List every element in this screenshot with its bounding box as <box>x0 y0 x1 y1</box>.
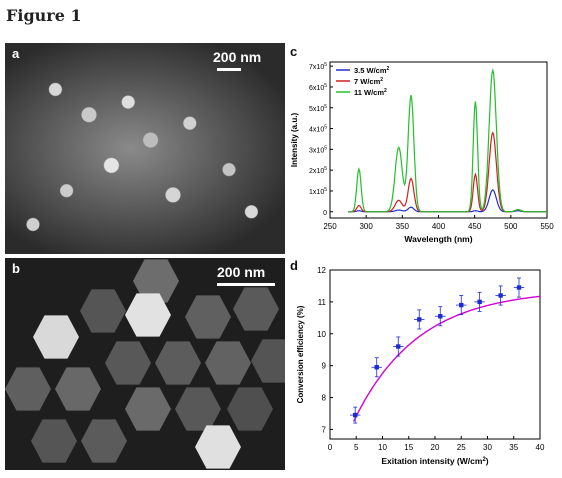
y-tick-label: 1x105 <box>309 187 327 196</box>
data-point <box>459 302 464 308</box>
plot-frame <box>329 269 541 440</box>
x-tick-label: 20 <box>431 443 440 452</box>
legend-entry: 7 W/cm2 <box>354 77 383 86</box>
y-tick-label: 10 <box>317 330 326 339</box>
x-tick-label: 10 <box>378 443 387 452</box>
nanocrystal <box>5 367 51 411</box>
tem-image-panel-b: b 200 nm <box>5 258 285 470</box>
nanocrystal <box>205 341 251 385</box>
x-tick-label: 5 <box>354 443 359 452</box>
nanocrystal <box>105 341 151 385</box>
y-tick-label: 6x105 <box>309 83 327 92</box>
x-axis-label: Wavelength (nm) <box>404 234 472 244</box>
x-tick-label: 500 <box>504 222 518 231</box>
nanocrystal <box>125 293 171 337</box>
data-point <box>353 412 358 418</box>
y-tick-label: 8 <box>322 394 327 403</box>
data-point <box>438 314 443 319</box>
x-tick-label: 15 <box>404 443 413 452</box>
y-tick-label: 3x105 <box>309 145 327 154</box>
nanocrystal <box>233 287 279 331</box>
y-tick-label: 7x105 <box>309 62 327 71</box>
x-tick-label: 40 <box>536 443 545 452</box>
data-point <box>516 285 522 290</box>
panel-letter-d: d <box>290 258 298 273</box>
nanocrystal <box>185 295 231 339</box>
panel-letter-c: c <box>290 44 298 59</box>
data-point <box>417 317 422 322</box>
y-tick-label: 4x105 <box>309 125 327 134</box>
y-tick-label: 11 <box>318 298 327 307</box>
x-tick-label: 35 <box>509 443 518 452</box>
scale-bar-a <box>217 68 241 71</box>
y-tick-label: 2x105 <box>309 166 327 175</box>
spectrum-line-series <box>348 131 547 213</box>
y-tick-label: 7 <box>322 425 327 434</box>
x-tick-label: 350 <box>396 222 410 231</box>
spectrum-line-series <box>348 67 547 213</box>
scale-bar-b <box>217 283 275 286</box>
legend-entry: 3.5 W/cm2 <box>354 66 390 75</box>
fit-curve <box>352 295 541 422</box>
panel-letter-a: a <box>12 46 20 61</box>
nanocrystal <box>80 289 126 333</box>
x-tick-label: 0 <box>328 443 333 452</box>
nanocrystal <box>31 419 77 463</box>
data-point <box>396 344 401 349</box>
y-tick-label: 9 <box>322 362 327 371</box>
x-tick-label: 450 <box>468 222 482 231</box>
y-tick-label: 0 <box>323 210 327 217</box>
data-point <box>498 293 503 298</box>
x-tick-label: 300 <box>359 222 373 231</box>
panel-letter-b: b <box>12 261 20 276</box>
nanocrystal <box>125 387 171 431</box>
nanocrystal <box>175 387 221 431</box>
legend-entry: 11 W/cm2 <box>354 88 387 97</box>
nanocrystal <box>33 315 79 359</box>
nanocrystal <box>155 341 201 385</box>
y-axis-label: Intensity (a.u.) <box>290 113 299 168</box>
scale-label-b: 200 nm <box>217 264 266 280</box>
x-tick-label: 400 <box>432 222 446 231</box>
nanocrystal <box>81 419 127 463</box>
x-axis-label: Exitation intensity (W/cm2) <box>381 456 488 466</box>
scale-label-a: 200 nm <box>213 49 262 65</box>
spectrum-line-series <box>348 189 547 213</box>
x-tick-label: 30 <box>483 443 492 452</box>
emission-spectra-chart: 250 300 350 400 450 500 550 0 1x105 2x105 3x105 4x1… <box>290 61 554 244</box>
nanocrystal <box>55 367 101 411</box>
sem-image-panel-a: a 200 nm <box>5 43 285 254</box>
y-tick-label: 5x105 <box>309 104 327 113</box>
y-axis-label: Conversion efficiency (%) <box>296 305 305 403</box>
nanocrystal <box>195 425 241 469</box>
y-tick-label: 12 <box>317 266 326 275</box>
x-tick-label: 550 <box>540 222 554 231</box>
x-tick-label: 250 <box>323 222 337 231</box>
figure-title: Figure 1 <box>6 6 82 25</box>
nanocrystal <box>227 387 273 431</box>
data-point <box>374 365 379 370</box>
data-point <box>477 299 482 305</box>
conversion-efficiency-chart: 0 5 10 15 20 25 30 35 40 7 8 9 10 11 12 Exitation inten… <box>296 266 545 466</box>
x-tick-label: 25 <box>457 443 466 452</box>
nanocrystal <box>251 339 285 383</box>
